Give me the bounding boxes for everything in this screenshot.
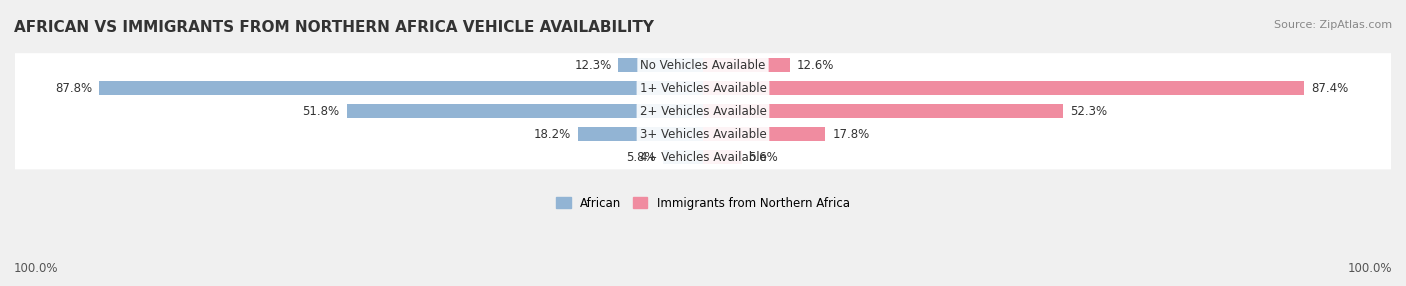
Bar xyxy=(619,58,703,72)
Text: 2+ Vehicles Available: 2+ Vehicles Available xyxy=(640,105,766,118)
Text: 5.6%: 5.6% xyxy=(748,151,778,164)
Text: 52.3%: 52.3% xyxy=(1070,105,1107,118)
Bar xyxy=(578,127,703,141)
Text: AFRICAN VS IMMIGRANTS FROM NORTHERN AFRICA VEHICLE AVAILABILITY: AFRICAN VS IMMIGRANTS FROM NORTHERN AFRI… xyxy=(14,20,654,35)
Text: 3+ Vehicles Available: 3+ Vehicles Available xyxy=(640,128,766,141)
Text: 18.2%: 18.2% xyxy=(534,128,571,141)
FancyBboxPatch shape xyxy=(15,99,1391,124)
Legend: African, Immigrants from Northern Africa: African, Immigrants from Northern Africa xyxy=(551,192,855,214)
Bar xyxy=(664,150,703,164)
Text: Source: ZipAtlas.com: Source: ZipAtlas.com xyxy=(1274,20,1392,30)
Bar xyxy=(703,127,825,141)
Text: 87.4%: 87.4% xyxy=(1312,82,1348,95)
Text: 1+ Vehicles Available: 1+ Vehicles Available xyxy=(640,82,766,95)
Bar xyxy=(703,58,790,72)
Text: 100.0%: 100.0% xyxy=(1347,262,1392,275)
Text: 51.8%: 51.8% xyxy=(302,105,340,118)
Text: 12.3%: 12.3% xyxy=(574,59,612,72)
Bar xyxy=(98,82,703,95)
Text: 12.6%: 12.6% xyxy=(797,59,834,72)
FancyBboxPatch shape xyxy=(15,76,1391,101)
Text: 17.8%: 17.8% xyxy=(832,128,869,141)
Text: 4+ Vehicles Available: 4+ Vehicles Available xyxy=(640,151,766,164)
Bar xyxy=(703,104,1063,118)
Text: 100.0%: 100.0% xyxy=(14,262,59,275)
Bar xyxy=(347,104,703,118)
Text: 5.8%: 5.8% xyxy=(627,151,657,164)
FancyBboxPatch shape xyxy=(15,145,1391,169)
Bar xyxy=(703,150,741,164)
Bar xyxy=(703,82,1305,95)
FancyBboxPatch shape xyxy=(15,122,1391,146)
FancyBboxPatch shape xyxy=(15,53,1391,78)
Text: 87.8%: 87.8% xyxy=(55,82,91,95)
Text: No Vehicles Available: No Vehicles Available xyxy=(640,59,766,72)
